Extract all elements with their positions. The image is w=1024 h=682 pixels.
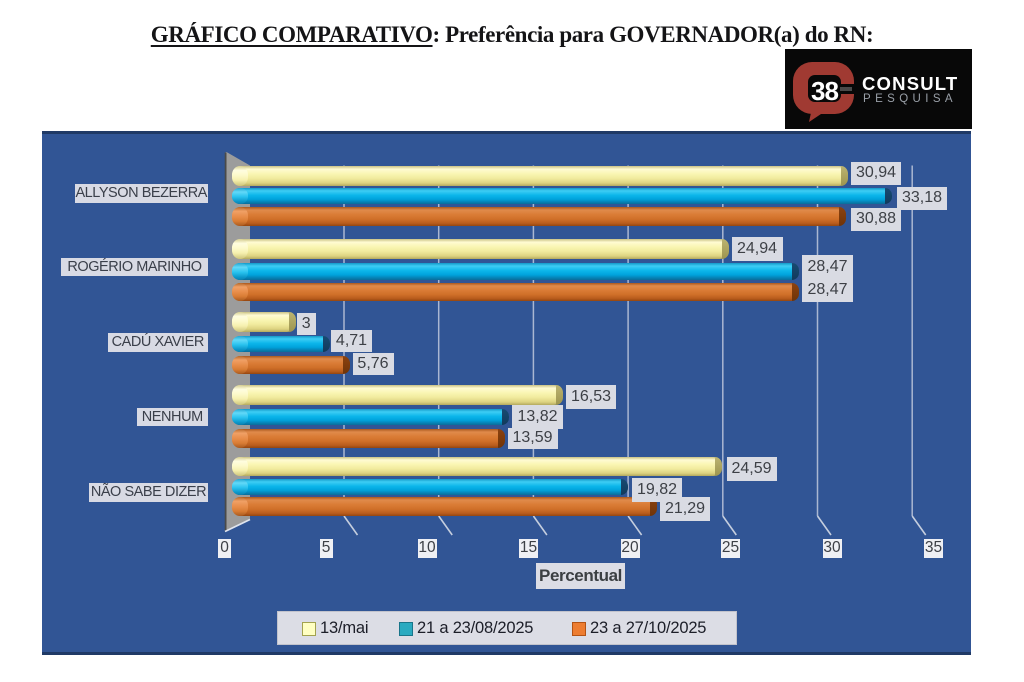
- svg-text:PESQUISA: PESQUISA: [863, 93, 957, 105]
- svg-text:38: 38: [811, 76, 838, 106]
- svg-text:CONSULT: CONSULT: [862, 73, 958, 94]
